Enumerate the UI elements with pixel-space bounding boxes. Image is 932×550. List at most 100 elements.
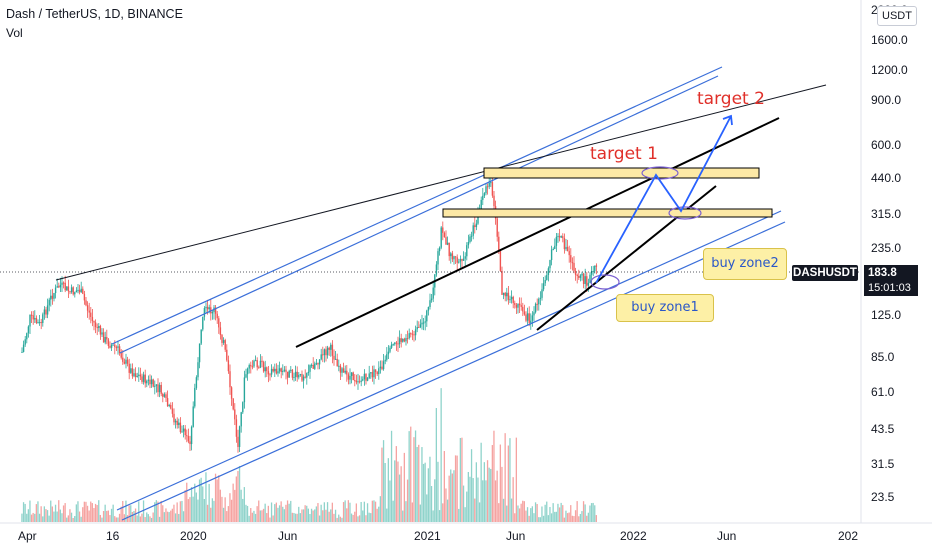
volume-bar <box>467 471 469 522</box>
candle-body <box>198 343 201 363</box>
candle-body <box>523 311 526 315</box>
volume-bar <box>488 467 490 522</box>
candle-body <box>110 344 113 348</box>
middle-trendline[interactable] <box>295 117 780 348</box>
time-axis[interactable]: Apr 16 2020 Jun 2021 Jun 2022 Jun 202 <box>18 529 858 543</box>
volume-bar <box>126 515 129 522</box>
projection-arrows[interactable] <box>595 114 733 284</box>
volume-bar <box>413 437 415 522</box>
volume-bar <box>24 503 26 522</box>
volume-bar <box>254 513 257 522</box>
candle-body <box>306 372 308 378</box>
candle-body <box>157 384 159 393</box>
volume-bar <box>74 516 76 522</box>
candle-body <box>373 369 375 378</box>
volume-bar <box>579 513 581 522</box>
upper-trendline[interactable] <box>55 84 827 281</box>
candle-body <box>290 369 292 371</box>
candle-body <box>469 236 471 243</box>
candle-body <box>507 292 510 300</box>
candle-body <box>21 351 23 353</box>
candle-body <box>387 351 390 355</box>
candle-body <box>328 347 330 350</box>
candle-body <box>410 333 412 335</box>
currency-button[interactable]: USDT <box>877 6 917 26</box>
candle-body <box>93 321 95 323</box>
volume-bar <box>302 509 305 522</box>
candle-body <box>302 376 305 381</box>
buy-zone1-callout: buy zone1 <box>616 294 714 322</box>
candle-body <box>386 354 388 360</box>
volume-indicator-label[interactable]: Vol <box>6 26 23 40</box>
symbol-tag: DASHUSDT <box>792 265 858 281</box>
candle-body <box>248 365 250 369</box>
volume-bar <box>307 508 309 522</box>
volume-bar <box>386 508 388 522</box>
volume-bar <box>499 444 501 522</box>
candle-body <box>331 344 334 356</box>
symbol-title[interactable]: Dash / TetherUS, 1D, BINANCE <box>6 7 183 21</box>
candle-body <box>486 186 489 188</box>
candle-body <box>90 312 92 317</box>
volume-bar <box>78 511 81 522</box>
candle-body <box>267 371 270 375</box>
volume-bar <box>531 506 533 522</box>
volume-bar <box>237 471 239 522</box>
volume-bar <box>133 510 135 522</box>
volume-bar <box>411 502 413 522</box>
candle-body <box>499 251 502 271</box>
candle-body <box>538 298 540 305</box>
volume-bar <box>266 513 268 522</box>
candle-body <box>115 347 118 349</box>
candle-body <box>566 246 569 252</box>
volume-bar <box>454 455 457 522</box>
volume-bar <box>222 507 225 522</box>
candle-body <box>176 420 178 425</box>
candle-body <box>294 371 297 377</box>
candle-body <box>218 318 220 328</box>
volume-bar <box>483 462 485 522</box>
volume-bar <box>387 458 389 522</box>
volume-bar <box>576 501 578 522</box>
volume-bar <box>110 508 113 522</box>
candle-body <box>283 369 286 371</box>
volume-bar <box>211 498 213 522</box>
candle-body <box>254 360 257 362</box>
volume-bar <box>282 506 284 522</box>
candle-body <box>62 282 65 284</box>
candle-body <box>360 380 362 382</box>
candle-body <box>34 318 36 320</box>
candle-body <box>403 338 406 342</box>
volume-bar <box>70 512 73 522</box>
candle-body <box>179 422 182 433</box>
candle-body <box>376 372 378 375</box>
price-tick-label: 900.0 <box>871 93 901 107</box>
volume-bar <box>240 489 242 522</box>
volume-bar <box>496 470 498 522</box>
candle-body <box>208 307 210 310</box>
volume-bar <box>93 508 95 522</box>
volume-bar <box>477 477 479 522</box>
volume-bar <box>536 504 538 522</box>
candle-body <box>355 380 358 383</box>
candle-body <box>78 289 81 293</box>
volume-bar <box>542 515 545 522</box>
candle-body <box>288 370 290 378</box>
ascending-channel[interactable] <box>111 66 786 521</box>
volume-bar <box>341 517 343 522</box>
volume-bar <box>142 500 145 522</box>
target-zone-upper[interactable] <box>483 167 760 179</box>
volume-bar <box>154 502 156 522</box>
candle-body <box>512 296 514 304</box>
volume-bar <box>243 487 245 522</box>
volume-bar <box>550 513 553 522</box>
volume-bar <box>586 515 588 522</box>
volume-bar <box>130 505 132 522</box>
candle-body <box>517 303 519 308</box>
volume-bar <box>541 506 543 522</box>
candle-body <box>82 288 84 294</box>
volume-bar <box>22 502 25 522</box>
volume-bar <box>480 442 482 522</box>
target-zone-lower[interactable] <box>442 208 773 218</box>
candle-body <box>22 344 25 352</box>
